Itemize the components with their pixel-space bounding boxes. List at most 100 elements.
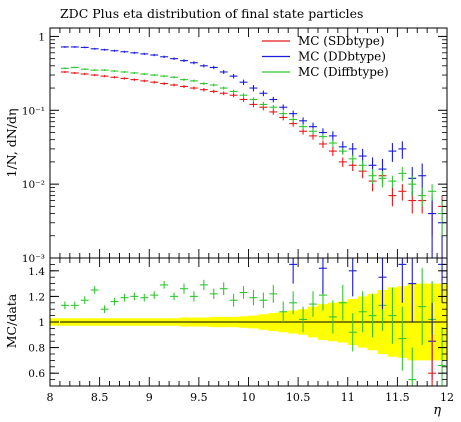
ratio-point <box>259 292 268 308</box>
ratio-point <box>160 281 169 289</box>
x-tick-label: 9 <box>146 391 153 404</box>
data-point <box>90 69 99 72</box>
ratio-point <box>438 327 446 386</box>
legend-entry: MC (Diffbtype) <box>262 65 389 79</box>
data-point <box>388 175 397 188</box>
data-point <box>209 65 218 70</box>
data-point <box>80 68 89 71</box>
data-point <box>180 84 188 89</box>
x-tick-label: 10 <box>242 391 256 404</box>
ratio-point <box>289 258 298 284</box>
data-point <box>110 49 119 52</box>
data-point <box>239 79 248 85</box>
ratio-point <box>110 297 119 306</box>
main-plot-content <box>60 46 446 258</box>
data-point <box>120 50 129 53</box>
x-axis-label: η <box>433 403 441 418</box>
legend-entry: MC (SDbtype) <box>262 34 385 48</box>
chart-title: ZDC Plus eta distribution of final state… <box>60 6 363 21</box>
data-point <box>398 141 407 159</box>
data-point <box>170 76 179 79</box>
data-point <box>160 82 169 85</box>
ratio-axes: 0.6 0.8 1 1.2 1.4 8 8.5 9 9.5 10 10.5 11 11.5 12 <box>28 257 454 404</box>
data-point <box>239 93 248 98</box>
data-point <box>70 46 79 48</box>
ratio-plot-content <box>50 258 447 386</box>
data-point <box>160 75 169 78</box>
ratio-point <box>229 293 238 307</box>
ratio-point <box>279 301 288 322</box>
ratio-point <box>90 286 99 294</box>
ratio-point <box>418 268 427 346</box>
ratio-point <box>338 284 347 321</box>
data-point <box>348 143 357 157</box>
data-point <box>269 109 278 115</box>
main-y-axis-label: 1/N, dN/dη <box>4 109 19 178</box>
data-point <box>70 71 79 74</box>
ratio-point <box>180 283 188 294</box>
data-point <box>309 128 317 135</box>
y-tick-label: 10⁻¹ <box>22 105 45 117</box>
ratio-y-tick-label: 1 <box>38 317 45 329</box>
data-point <box>189 61 198 65</box>
x-tick-label: 9.5 <box>190 391 208 404</box>
data-point <box>299 117 308 125</box>
data-point <box>328 146 337 157</box>
data-point <box>269 96 278 103</box>
data-point <box>328 131 337 142</box>
ratio-point <box>219 282 228 296</box>
data-point <box>60 46 69 48</box>
data-point <box>199 88 208 92</box>
ratio-point <box>80 296 89 305</box>
data-point <box>229 89 238 94</box>
legend-entry: MC (DDbtype) <box>262 50 386 64</box>
data-point <box>170 83 179 87</box>
ratio-point <box>368 293 377 338</box>
main-panel: 1 10⁻¹ 10⁻² 10⁻³ <box>22 27 448 265</box>
legend-label: MC (DDbtype) <box>298 50 386 64</box>
data-point <box>408 175 417 196</box>
data-point <box>318 140 327 148</box>
ratio-point <box>378 258 387 310</box>
data-point <box>338 147 347 155</box>
data-point <box>219 86 228 90</box>
ratio-point <box>249 290 258 306</box>
ratio-point <box>289 291 298 315</box>
x-tick-label: 11.5 <box>385 391 410 404</box>
data-point <box>259 90 268 97</box>
ratio-point <box>358 291 367 333</box>
y-tick-label: 10⁻² <box>22 179 45 191</box>
ratio-y-tick-label: 0.6 <box>28 368 45 380</box>
ratio-point <box>398 306 407 371</box>
data-point <box>160 55 169 59</box>
ratio-point <box>239 286 248 299</box>
ratio-y-tick-label: 1.4 <box>28 266 45 278</box>
legend: MC (SDbtype) MC (DDbtype)MC (Diffbtype) <box>262 34 389 79</box>
series-mc-diffbtype <box>60 66 446 236</box>
ratio-point <box>100 305 109 314</box>
data-point <box>428 184 437 201</box>
data-point <box>328 139 337 147</box>
ratio-series-mc-sdbtype <box>428 334 437 386</box>
ratio-point <box>328 300 337 334</box>
data-point <box>289 110 298 118</box>
data-point <box>199 82 208 85</box>
data-point <box>130 51 139 54</box>
data-point <box>378 171 387 188</box>
ratio-point <box>209 288 218 299</box>
x-tick-label: 12 <box>440 391 454 404</box>
data-point <box>289 117 298 123</box>
x-tick-label: 11 <box>341 391 355 404</box>
ratio-point <box>269 284 278 303</box>
data-point <box>100 48 109 51</box>
data-point <box>80 46 89 49</box>
data-point <box>90 73 99 77</box>
ratio-point <box>130 292 139 301</box>
data-point <box>388 143 397 162</box>
data-point <box>170 57 179 60</box>
ratio-y-tick-label: 1.2 <box>28 291 45 303</box>
data-point <box>189 86 198 90</box>
data-point <box>199 64 208 68</box>
ratio-point <box>189 291 198 302</box>
data-point <box>398 184 407 201</box>
